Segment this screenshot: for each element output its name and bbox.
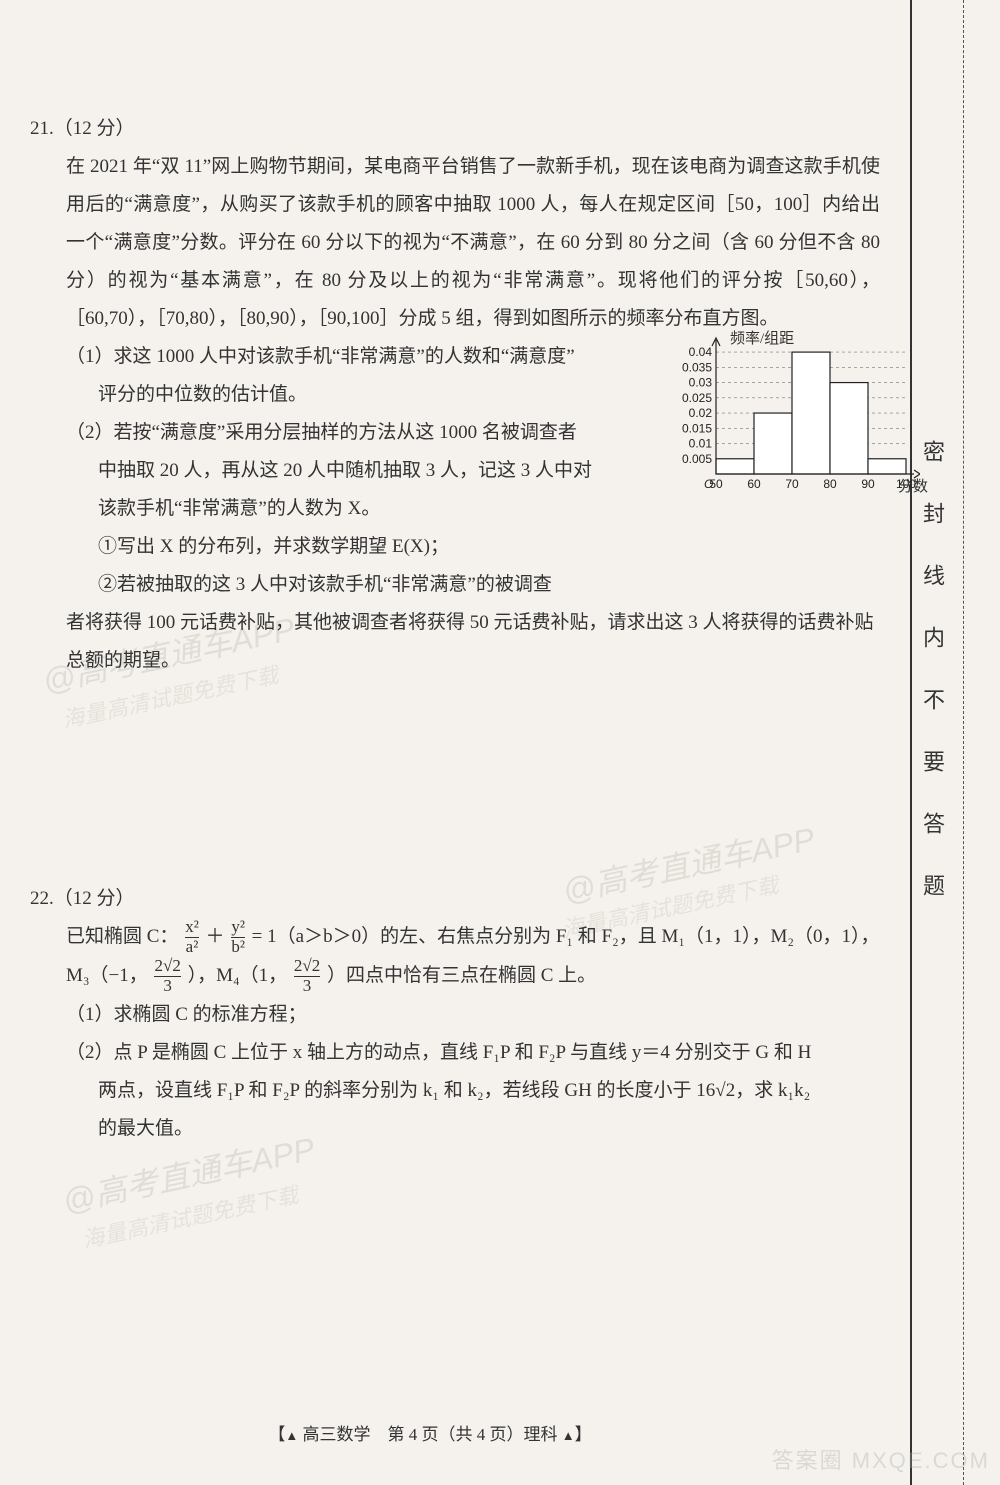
svg-text:O: O: [704, 477, 713, 491]
svg-text:0.035: 0.035: [682, 360, 712, 374]
svg-text:60: 60: [747, 477, 761, 491]
chart-xlabel: 分数: [898, 472, 928, 502]
corner-watermark: 答案圈 MXQE.COM: [772, 1443, 990, 1475]
svg-text:90: 90: [861, 477, 875, 491]
fraction-y2-b2: y²b²: [231, 918, 245, 956]
svg-text:70: 70: [785, 477, 799, 491]
svg-text:80: 80: [823, 477, 837, 491]
svg-text:0.015: 0.015: [682, 421, 712, 435]
svg-text:0.025: 0.025: [682, 391, 712, 405]
q21-part2-sub2b: 者将获得 100 元话费补贴，其他被调查者将获得 50 元话费补贴，请求出这 3…: [66, 604, 880, 680]
q22-part2-line2: 两点，设直线 F₁P 和 F₂P 的斜率分别为 k₁ 和 k₂，若线段 GH 的…: [98, 1072, 880, 1110]
q22-part1: （1）求椭圆 C 的标准方程；: [66, 996, 880, 1034]
svg-text:0.03: 0.03: [689, 376, 713, 390]
svg-text:0.01: 0.01: [689, 437, 713, 451]
q21-part2-sub1: ①写出 X 的分布列，并求数学期望 E(X)；: [98, 528, 880, 566]
q22-part2-line1: （2）点 P 是椭圆 C 上位于 x 轴上方的动点，直线 F₁P 和 F₂P 与…: [66, 1034, 880, 1072]
q21-number: 21.（12 分）: [30, 110, 880, 148]
triangle-icon: ▲: [285, 1428, 298, 1444]
svg-text:0.02: 0.02: [689, 406, 713, 420]
q22-line1: 已知椭圆 C： x²a² ＋ y²b² = 1（a＞b＞0）的左、右焦点分别为 …: [66, 918, 880, 957]
q22-number: 22.（12 分）: [30, 880, 880, 918]
triangle-icon: ▲: [562, 1428, 575, 1444]
fraction-2r2-3a: 2√23: [154, 957, 180, 995]
fraction-2r2-3b: 2√23: [294, 957, 320, 995]
chart-ylabel: 频率/组距: [730, 324, 794, 354]
footer-text: 高三数学 第 4 页（共 4 页）理科: [303, 1425, 558, 1444]
watermark: 海量高清试题免费下载: [79, 1177, 301, 1254]
q21-part2-sub2a: ②若被抽取的这 3 人中对该款手机“非常满意”的被调查: [98, 566, 880, 604]
page-footer: 【▲ 高三数学 第 4 页（共 4 页）理科 ▲】: [0, 1420, 860, 1445]
histogram-chart: 频率/组距 0.0050.010.0150.020.0250.030.0350.…: [660, 328, 920, 498]
svg-text:0.04: 0.04: [689, 345, 713, 359]
q22-line2: M₃（−1， 2√23 ），M₄（1， 2√23 ）四点中恰有三点在椭圆 C 上…: [66, 957, 880, 996]
q21-stem: 在 2021 年“双 11”网上购物节期间，某电商平台销售了一款新手机，现在该电…: [66, 148, 880, 338]
svg-text:0.005: 0.005: [682, 452, 712, 466]
q22-part2-line3: 的最大值。: [98, 1110, 880, 1148]
fraction-x2-a2: x²a²: [185, 918, 199, 956]
